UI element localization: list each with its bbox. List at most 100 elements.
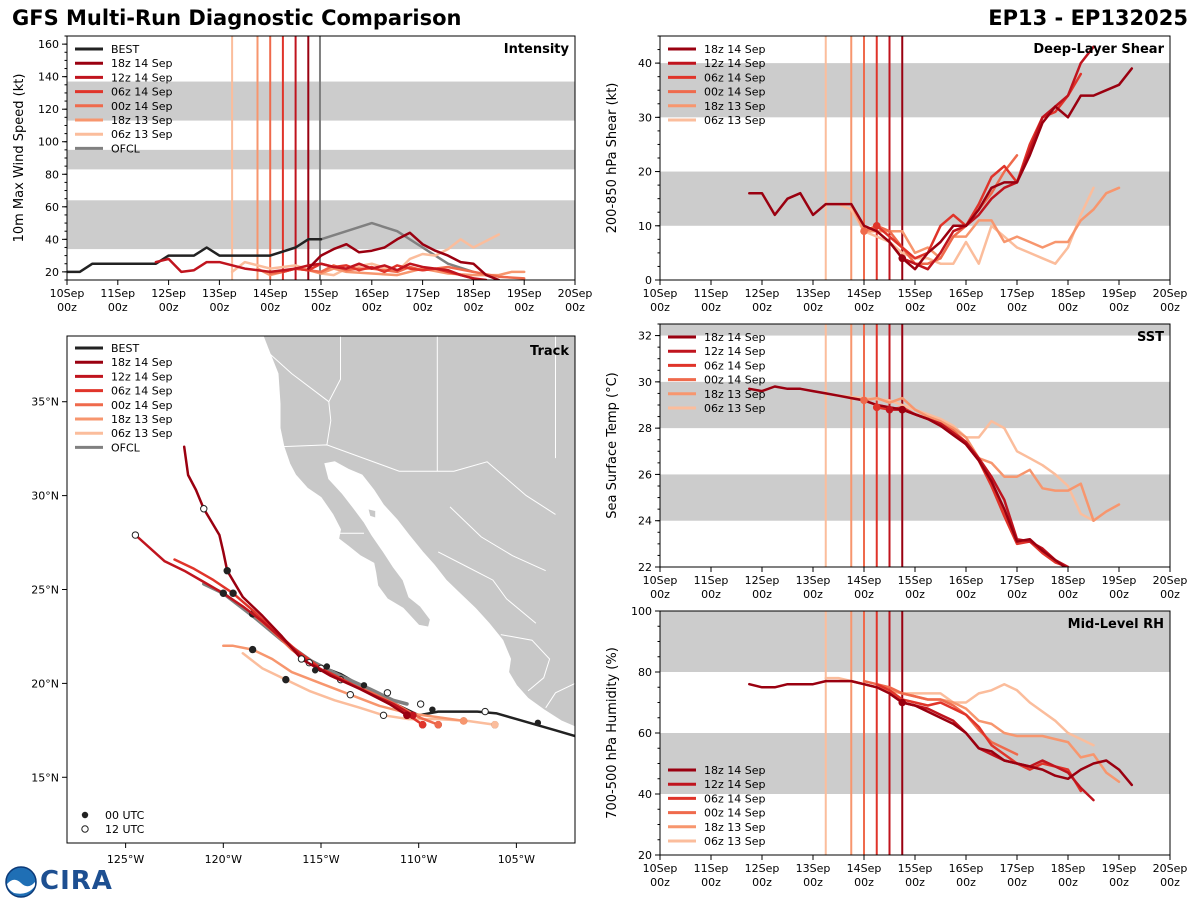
legend-label: 06z 14 Sep — [704, 71, 766, 84]
y-tick-label: 60 — [45, 201, 59, 214]
x-tick-label: 19Sep — [1102, 574, 1137, 587]
track-start-marker — [403, 711, 411, 720]
series-line — [862, 679, 1019, 756]
legend-label: 18z 14 Sep — [111, 57, 173, 70]
init-marker — [898, 254, 907, 263]
y-tick-label: 20 — [638, 849, 652, 862]
sst-plot-area — [660, 324, 1170, 567]
x-tick-label: 00z — [752, 876, 772, 889]
state-border — [500, 634, 551, 692]
legend-label: OFCL — [111, 441, 141, 454]
x-tick-label: 00z — [1007, 876, 1027, 889]
legend-label: 18z 14 Sep — [111, 356, 173, 369]
threshold-band — [660, 733, 1170, 794]
x-tick-label: 00z — [1058, 301, 1078, 314]
x-tick-label: 10Sep — [643, 862, 678, 875]
x-tick-label: 00z — [956, 301, 976, 314]
panel-title: Deep-Layer Shear — [1033, 42, 1164, 57]
track-point-12utc — [131, 531, 140, 539]
x-tick-label: 15Sep — [304, 287, 339, 300]
track-start-marker — [459, 717, 468, 725]
x-tick-label: 12Sep — [745, 287, 780, 300]
threshold-band — [660, 324, 1170, 336]
x-tick-label: 00z — [956, 876, 976, 889]
x-tick-label: 00z — [1109, 301, 1129, 314]
state-border — [437, 551, 537, 624]
legend-label: 06z 13 Sep — [111, 128, 173, 141]
x-tick-label: 11Sep — [694, 287, 729, 300]
x-tick-label: 17Sep — [405, 287, 440, 300]
legend-label: BEST — [111, 43, 139, 56]
y-tick-label: 10 — [638, 220, 652, 233]
x-tick-label: 16Sep — [949, 287, 984, 300]
init-marker — [860, 227, 868, 235]
track-point-00utc — [229, 589, 237, 597]
series-line — [850, 679, 1121, 784]
cira-logo: CIRA — [40, 866, 113, 896]
x-tick-label: 00z — [413, 301, 433, 314]
rh-panel: 10Sep00z11Sep00z12Sep00z13Sep00z14Sep00z… — [605, 605, 1187, 889]
x-tick-label: 19Sep — [1102, 862, 1137, 875]
x-tick-label: 00z — [1007, 588, 1027, 601]
best-point-00utc — [429, 706, 436, 713]
x-tick-label: 00z — [464, 301, 484, 314]
series-line — [230, 233, 501, 277]
legend-label: 12z 14 Sep — [704, 57, 766, 70]
y-tick-label: 120 — [38, 103, 59, 116]
island-land — [367, 508, 377, 519]
init-marker — [898, 698, 907, 707]
track-point-00utc — [248, 645, 257, 654]
legend-label: 06z 14 Sep — [111, 385, 173, 398]
legend-label: 06z 14 Sep — [704, 792, 766, 805]
x-tick-label: 14Sep — [253, 287, 288, 300]
x-tick-label: 11Sep — [100, 287, 135, 300]
x-tick-label: 00z — [701, 876, 721, 889]
x-tick-label: 00z — [701, 588, 721, 601]
x-tick-label: 00z — [803, 876, 823, 889]
intensity-panel: 10Sep00z11Sep00z12Sep00z13Sep00z14Sep00z… — [12, 35, 592, 314]
series-line — [850, 186, 1121, 260]
track-start-marker — [418, 720, 427, 729]
x-tick-label: 00z — [108, 301, 128, 314]
x-tick-label: 10Sep — [50, 287, 85, 300]
x-tick-label: 14Sep — [847, 287, 882, 300]
x-tick-label: 20Sep — [1153, 862, 1188, 875]
x-tick-label: 20Sep — [1153, 574, 1188, 587]
x-tick-label: 00z — [701, 301, 721, 314]
x-tick-label: 00z — [1058, 876, 1078, 889]
series-line — [307, 231, 501, 280]
best-line — [67, 238, 323, 274]
shear-plot-area — [660, 36, 1170, 280]
series-line — [888, 692, 1095, 802]
x-tick-label: 00z — [854, 588, 874, 601]
series-line — [862, 154, 1019, 265]
x-tick-label: 16Sep — [949, 862, 984, 875]
x-tick-label: 15Sep — [898, 574, 933, 587]
legend-label: 06z 13 Sep — [704, 402, 766, 415]
legend-label: 18z 13 Sep — [111, 114, 173, 127]
series-line — [850, 396, 1121, 522]
y-tick-label: 35°N — [31, 396, 59, 409]
x-tick-label: 00z — [311, 301, 331, 314]
legend-label: 18z 13 Sep — [704, 388, 766, 401]
y-tick-label: 32 — [638, 330, 652, 343]
intensity-plot-area — [67, 36, 575, 280]
legend-label: 06z 14 Sep — [704, 359, 766, 372]
legend-label: 18z 14 Sep — [704, 331, 766, 344]
x-tick-label: 10Sep — [643, 574, 678, 587]
legend-label: 00z 14 Sep — [704, 807, 766, 820]
threshold-band — [67, 200, 575, 250]
track-point-12utc — [346, 690, 355, 699]
legend-label: 00z 14 Sep — [704, 86, 766, 99]
legend-label: 12z 14 Sep — [704, 778, 766, 791]
track-point-00utc — [282, 675, 290, 684]
series-line — [748, 679, 1134, 787]
y-tick-label: 20 — [45, 266, 59, 279]
x-tick-label: 12Sep — [151, 287, 186, 300]
x-tick-label: 00z — [956, 588, 976, 601]
y-tick-label: 160 — [38, 38, 59, 51]
y-tick-label: 26 — [638, 468, 652, 481]
legend-label: 18z 13 Sep — [704, 821, 766, 834]
y-axis-label: 200-850 hPa Shear (kt) — [605, 83, 620, 234]
